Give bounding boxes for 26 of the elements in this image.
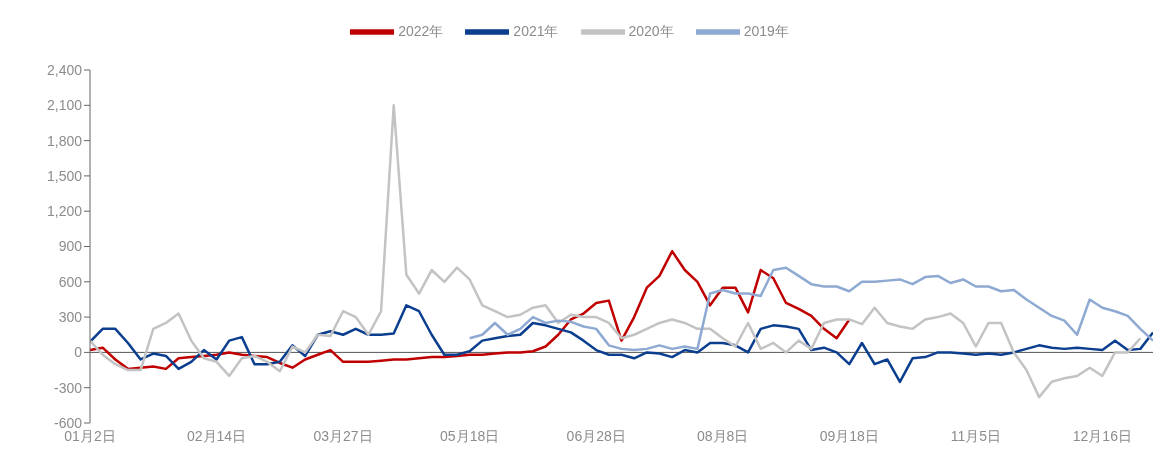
x-tick-label: 05月18日 — [440, 427, 500, 444]
y-tick-label: 600 — [58, 273, 83, 290]
y-tick-label: 2,400 — [46, 61, 83, 78]
y-tick-label: -300 — [53, 379, 83, 396]
line-series — [90, 304, 1153, 384]
y-tick-label: 1,200 — [46, 203, 83, 220]
x-tick-label: 09月18日 — [819, 427, 879, 444]
x-tick-label: 06月28日 — [566, 427, 626, 444]
x-tick-label: 03月27日 — [313, 427, 373, 444]
line-series — [90, 104, 1142, 399]
y-tick-label: 1,500 — [46, 167, 83, 184]
legend-label: 2019年 — [743, 22, 789, 39]
x-tick-label: 08月8日 — [697, 427, 749, 444]
legend-label: 2020年 — [628, 22, 674, 39]
y-tick-label: 900 — [58, 238, 83, 255]
legend-label: 2021年 — [513, 22, 559, 39]
line-series — [90, 249, 851, 371]
y-tick-label: 1,800 — [46, 132, 83, 149]
x-tick-label: 11月5日 — [950, 427, 1001, 444]
y-tick-label: 0 — [74, 344, 83, 361]
x-tick-label: 12月16日 — [1072, 427, 1132, 444]
x-tick-label: 02月14日 — [186, 427, 247, 444]
y-tick-label: 300 — [58, 309, 83, 326]
y-tick-label: 2,100 — [46, 97, 83, 114]
line-series — [468, 266, 1153, 352]
legend-label: 2022年 — [398, 22, 444, 39]
